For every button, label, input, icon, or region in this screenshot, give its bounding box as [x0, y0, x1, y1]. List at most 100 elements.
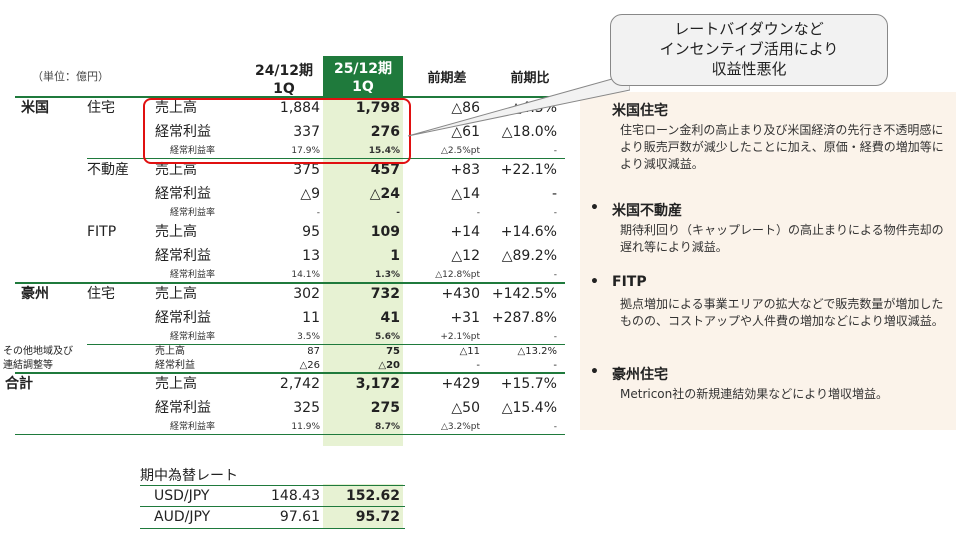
highlight-box [143, 98, 411, 164]
current-value: 8.7% [375, 422, 400, 432]
prev-value: 337 [293, 124, 320, 140]
current-period-highlight [323, 96, 403, 446]
current-value: 732 [370, 286, 400, 302]
diff-value: △86 [451, 100, 480, 116]
prev-value: - [316, 208, 320, 218]
ratio-value: - [553, 332, 557, 342]
table-row: 経常利益 △9 △24 △14 - [15, 183, 565, 205]
fx-pair: USD/JPY [154, 488, 210, 504]
ratio-value: - [553, 360, 557, 371]
prev-value: 1,884 [279, 100, 320, 116]
ratio-value: △89.2% [501, 248, 557, 264]
note-bullet: • [590, 200, 599, 216]
item-label: 経常利益率 [170, 270, 216, 280]
item-label: 経常利益 [155, 310, 211, 326]
prev-value: △9 [300, 186, 320, 202]
ratio-value: - [553, 270, 557, 280]
prev-value: 302 [293, 286, 320, 302]
column-header-current-quarter: 1Q [352, 79, 374, 95]
current-value: - [396, 208, 400, 218]
fx-divider [140, 485, 405, 486]
item-label: 経常利益率 [170, 422, 216, 432]
diff-value: +31 [450, 310, 480, 326]
table-row: 経常利益 337 276 △61 △18.0% [15, 121, 565, 143]
current-value: 75 [386, 346, 400, 357]
callout-pointer [407, 73, 630, 137]
item-label: 売上高 [155, 162, 197, 178]
current-value: 109 [370, 224, 400, 240]
column-header-prev-period: 24/12期 [254, 63, 314, 79]
diff-value: △12 [451, 248, 480, 264]
column-header-prev: 24/12期 1Q [245, 62, 323, 98]
note-title: 米国不動産 [612, 203, 682, 219]
fx-divider [140, 506, 405, 507]
current-value: 15.4% [368, 146, 400, 156]
ratio-value: +14.6% [500, 224, 557, 240]
current-value: 1 [390, 248, 400, 264]
section-divider [15, 96, 565, 98]
current-value: 41 [380, 310, 400, 326]
fx-current-rate: 152.62 [345, 488, 400, 504]
diff-value: +429 [441, 376, 480, 392]
table-row: 経常利益率 11.9% 8.7% △3.2%pt - [15, 421, 565, 434]
callout-line: レートバイダウンなど [674, 20, 824, 38]
prev-value: 11 [302, 310, 320, 326]
current-value: 5.6% [375, 332, 400, 342]
column-header-prev-quarter: 1Q [273, 81, 295, 97]
diff-value: - [476, 360, 480, 371]
prev-value: 14.1% [291, 270, 320, 280]
prev-value: 87 [307, 346, 320, 357]
fx-current-rate: 95.72 [355, 509, 400, 525]
item-label: 売上高 [155, 346, 185, 357]
note-desc: 拠点増加による事業エリアの拡大などで販売数量が増加したものの、コストアップや人件… [620, 297, 944, 328]
column-header-diff: 前期差 [427, 71, 467, 86]
current-value: 457 [370, 162, 400, 178]
table-row: 経常利益 11 41 +31 +287.8% [15, 307, 565, 329]
item-label: 経常利益 [155, 124, 211, 140]
item-label: 売上高 [155, 224, 197, 240]
ratio-value: - [553, 208, 557, 218]
fx-row: AUD/JPY 97.61 95.72 [140, 508, 405, 526]
prev-value: 95 [302, 224, 320, 240]
table-row: 合計 売上高 2,742 3,172 +429 +15.7% [5, 373, 565, 395]
segment-label: その他地域及び [3, 346, 73, 357]
unit-label: （単位：億円） [32, 70, 109, 83]
subsegment-label: 不動産 [87, 162, 129, 178]
diff-value: △12.8%pt [435, 270, 480, 280]
diff-value: △3.2%pt [440, 422, 480, 432]
item-label: 売上高 [155, 376, 197, 392]
segment-label: 米国 [21, 100, 49, 116]
fx-pair: AUD/JPY [154, 509, 211, 525]
section-divider [15, 282, 565, 284]
item-label: 経常利益 [155, 400, 211, 416]
ratio-value: △18.0% [501, 124, 557, 140]
note-title: FITP [612, 274, 647, 290]
prev-value: 375 [293, 162, 320, 178]
diff-value: △14 [451, 186, 480, 202]
ratio-value: - [551, 186, 557, 202]
ratio-value: +142.5% [491, 286, 557, 302]
table-row: 連結調整等 経常利益 △26 △20 - - [3, 359, 565, 372]
commentary-panel: 米国住宅 住宅ローン金利の高止まり及び米国経済の先行き不透明感により販売戸数が減… [580, 92, 956, 430]
item-label: 売上高 [155, 286, 197, 302]
column-header-current: 25/12期 1Q [323, 56, 403, 100]
callout-line: インセンティブ活用により [659, 40, 839, 58]
table-row: 豪州 住宅 売上高 302 732 +430 +142.5% [15, 283, 565, 305]
table-row: 不動産 売上高 375 457 +83 +22.1% [15, 159, 565, 181]
item-label: 経常利益率 [170, 208, 216, 218]
table-row: 経常利益 13 1 △12 △89.2% [15, 245, 565, 267]
prev-value: 325 [293, 400, 320, 416]
table-bottom-line [15, 434, 565, 435]
diff-value: △2.5%pt [440, 146, 480, 156]
callout-pointer-shape [407, 73, 630, 137]
callout-box: レートバイダウンなど インセンティブ活用により 収益性悪化 [610, 14, 888, 86]
prev-value: 3.5% [297, 332, 320, 342]
table-row: 経常利益率 14.1% 1.3% △12.8%pt - [15, 269, 565, 282]
prev-value: 17.9% [291, 146, 320, 156]
diff-value: △61 [451, 124, 480, 140]
note-desc: Metricon社の新規連結効果などにより増収増益。 [620, 387, 889, 401]
ratio-value: +287.8% [491, 310, 557, 326]
ratio-value: +22.1% [500, 162, 557, 178]
prev-value: △26 [299, 360, 320, 371]
ratio-value: +15.7% [500, 376, 557, 392]
